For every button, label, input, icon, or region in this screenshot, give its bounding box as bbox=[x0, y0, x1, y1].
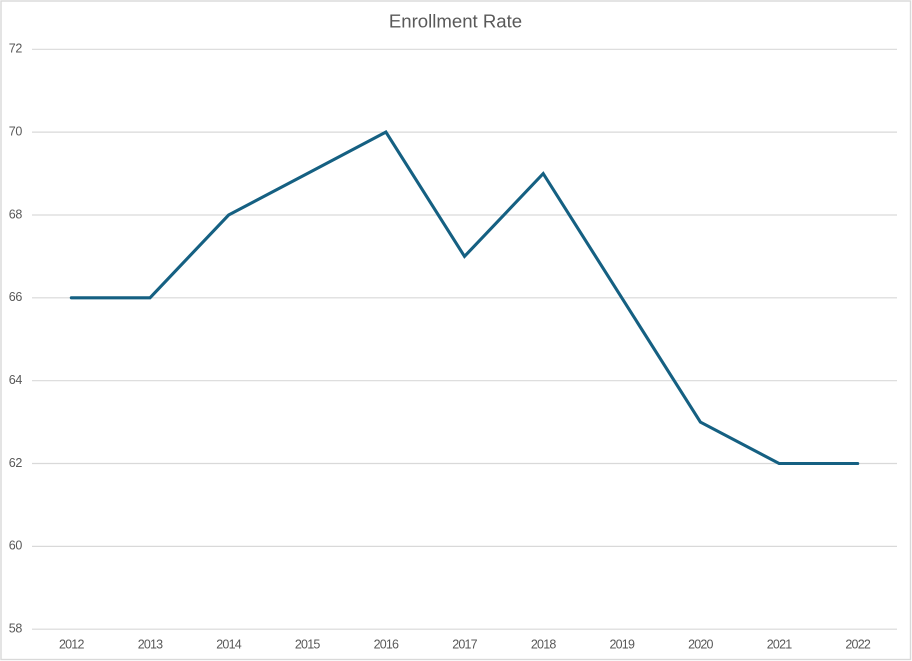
svg-text:70: 70 bbox=[9, 124, 23, 138]
svg-text:62: 62 bbox=[9, 456, 23, 470]
svg-text:2018: 2018 bbox=[531, 638, 556, 652]
svg-text:2021: 2021 bbox=[767, 638, 792, 652]
svg-text:Enrollment Rate: Enrollment Rate bbox=[389, 11, 522, 32]
svg-text:2013: 2013 bbox=[138, 638, 163, 652]
svg-text:2012: 2012 bbox=[59, 638, 84, 652]
svg-text:72: 72 bbox=[9, 42, 23, 56]
svg-text:2015: 2015 bbox=[295, 638, 320, 652]
svg-text:60: 60 bbox=[9, 539, 23, 553]
svg-text:2020: 2020 bbox=[688, 638, 713, 652]
svg-text:64: 64 bbox=[9, 373, 23, 387]
svg-text:2017: 2017 bbox=[452, 638, 477, 652]
svg-text:2014: 2014 bbox=[216, 638, 241, 652]
svg-text:2022: 2022 bbox=[845, 638, 870, 652]
svg-text:58: 58 bbox=[9, 622, 23, 636]
svg-text:2019: 2019 bbox=[609, 638, 634, 652]
svg-text:66: 66 bbox=[9, 290, 23, 304]
svg-text:68: 68 bbox=[9, 207, 23, 221]
svg-text:2016: 2016 bbox=[374, 638, 399, 652]
